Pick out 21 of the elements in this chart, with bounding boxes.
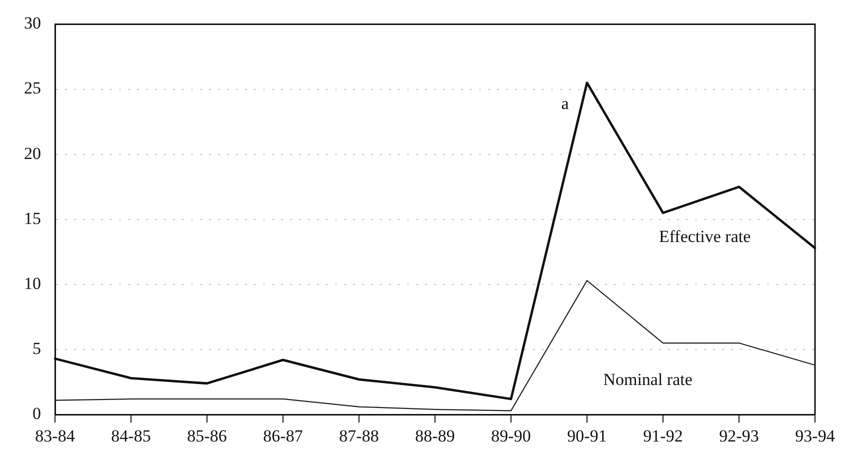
x-tick-label: 83-84 [35, 426, 76, 446]
y-tick-label: 15 [24, 208, 41, 228]
x-tick-label: 91-92 [643, 426, 683, 446]
x-tick-label: 84-85 [111, 426, 151, 446]
y-tick-label: 25 [24, 78, 41, 98]
annotation: a [561, 94, 570, 114]
x-tick-label: 87-88 [339, 426, 379, 446]
x-tick-label: 89-90 [491, 426, 531, 446]
y-tick-label: 0 [32, 404, 41, 424]
x-tick-label: 90-91 [567, 426, 607, 446]
y-tick-label: 30 [24, 14, 41, 33]
x-tick-label: 92-93 [719, 426, 759, 446]
y-tick-label: 5 [32, 339, 41, 358]
y-tick-label: 20 [24, 144, 41, 163]
series-label: Nominal rate [603, 370, 692, 390]
x-tick-label: 86-87 [263, 426, 304, 446]
x-tick-label: 85-86 [187, 426, 227, 446]
series-label: Effective rate [658, 227, 751, 246]
x-tick-label: 93-94 [795, 426, 836, 446]
y-tick-label: 10 [24, 274, 41, 293]
x-tick-label: 88-89 [415, 426, 455, 446]
